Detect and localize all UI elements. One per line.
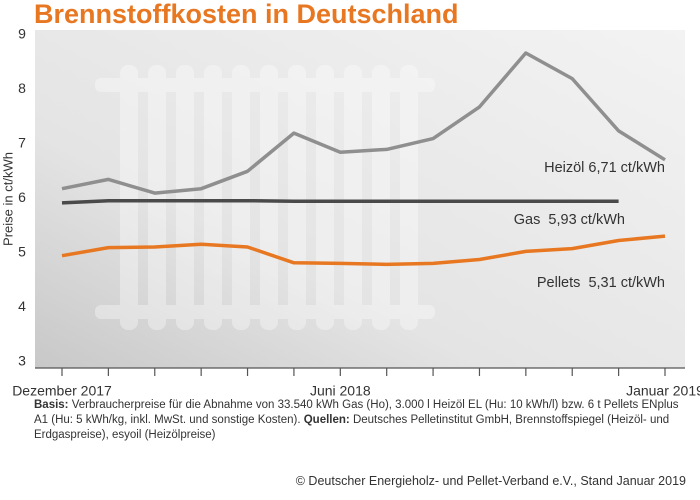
chart: Brennstoffkosten in Deutschland Preise i… [0, 0, 700, 399]
annotation: Gas 5,93 ct/kWh [514, 212, 625, 228]
footnote: Basis: Verbraucherpreise für die Abnahme… [34, 398, 684, 443]
note-text: Verbraucherpreise für die Abnahme von 33… [34, 399, 679, 426]
series-line [61, 198, 619, 205]
y-tick-label: 4 [18, 298, 26, 314]
y-tick-label: 5 [18, 244, 26, 260]
y-axis-label: Preise in ct/kWh [0, 152, 15, 246]
series-line [61, 51, 666, 195]
x-tick-label: Juni 2018 [310, 383, 371, 399]
note-text: Deutsches Pelletinstitut GmbH, Brennstof… [34, 414, 670, 441]
y-tick-label: 3 [18, 353, 26, 369]
annotation: Heizöl 6,71 ct/kWh [544, 160, 665, 176]
note-label: Basis: [34, 399, 69, 411]
y-tick-label: 9 [18, 26, 26, 42]
series-line [61, 234, 666, 267]
chart-title: Brennstoffkosten in Deutschland [34, 0, 459, 29]
annotation: Pellets 5,31 ct/kWh [537, 275, 665, 291]
y-tick-label: 7 [18, 135, 26, 151]
note-label: Quellen: [303, 414, 350, 426]
x-tick-label: Januar 2019 [626, 383, 700, 399]
y-tick-label: 8 [18, 80, 26, 96]
footer: © Deutscher Energieholz- und Pellet-Verb… [295, 474, 686, 488]
x-tick-label: Dezember 2017 [12, 383, 112, 399]
y-tick-label: 6 [18, 189, 26, 205]
